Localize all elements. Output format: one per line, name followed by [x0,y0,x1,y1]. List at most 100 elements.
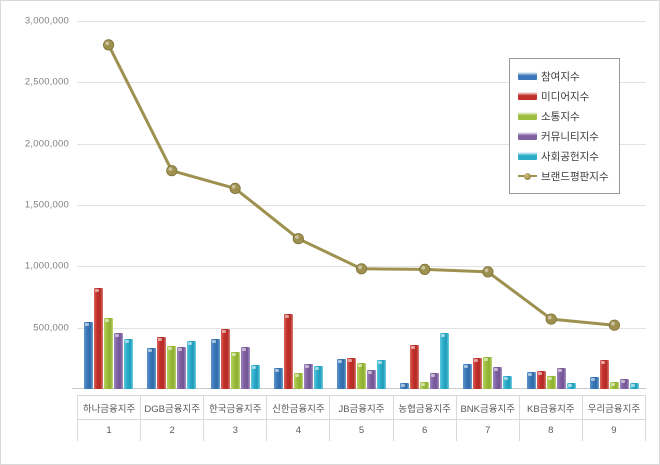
x-axis-rank-label: 5 [358,425,365,436]
bar [293,373,303,389]
bar-group [456,21,519,389]
bar-group [140,21,203,389]
bar-group [330,21,393,389]
bar [493,366,503,389]
bar [240,346,250,389]
bar [210,339,220,389]
bar-group [393,21,456,389]
x-axis-category-table: 하나금융지주 1 DGB금융지주 2 한국금융지주 3 신한금융지주 4 JB금융지주 5 농협금융… [77,395,646,441]
bar [114,333,124,389]
x-axis-category-cell: 신한금융지주 4 [267,396,331,441]
bar [503,376,513,389]
bar [273,368,283,389]
x-axis-category-label: KB금융지주 [519,396,582,420]
bar [430,373,440,389]
bar [303,364,313,389]
legend-line-marker-icon [518,172,537,180]
x-axis-category-label: 한국금융지주 [204,396,267,420]
y-axis-zero-tick [72,388,77,389]
x-axis-category-label: 농협금융지주 [393,396,456,420]
bar [104,317,114,389]
bar-group [520,21,583,389]
bar [463,364,473,389]
legend-item[interactable]: 소통지수 [518,106,609,126]
x-axis-category-cell: BNK금융지주 7 [456,396,520,441]
y-axis-tick-label: 500,000 [33,322,69,334]
legend-item[interactable]: 미디어지수 [518,86,609,106]
x-axis-category-cell: 하나금융지주 1 [77,396,142,441]
bar-group [267,21,330,389]
bar [546,375,556,389]
bar [313,365,323,389]
bar [230,352,240,389]
legend-item[interactable]: 참여지수 [518,66,609,86]
bar-group [77,21,140,389]
bar [420,382,430,389]
x-axis-rank-label: 4 [295,425,302,436]
x-axis-category-cell: 한국금융지주 3 [204,396,268,441]
legend-color-swatch [518,72,537,80]
bar [167,346,177,389]
bar [473,357,483,389]
x-axis-rank-label: 1 [106,425,112,436]
x-axis-rank-label: 3 [232,425,238,436]
legend-item-label: 소통지수 [541,110,580,123]
legend-item[interactable]: 브랜드평판지수 [518,166,609,186]
bar [589,377,599,389]
y-axis-tick-label: 3,000,000 [24,15,69,27]
bar [556,368,566,389]
y-axis-tick-label: 2,000,000 [24,138,69,150]
bar [84,322,94,389]
bar [336,358,346,389]
bar [220,328,230,389]
bar [526,371,536,389]
y-axis-tick-label: 1,000,000 [24,260,69,272]
x-axis-category-cell: DGB금융지주 2 [141,396,205,441]
legend-item-label: 참여지수 [541,70,580,83]
bar [536,370,546,389]
legend-color-swatch [518,92,537,100]
bar [629,383,639,389]
legend-item-label: 브랜드평판지수 [541,170,609,183]
bar [376,359,386,389]
x-axis-category-label: JB금융지주 [330,396,393,420]
gridline [77,21,646,22]
x-axis-rank-label: 2 [169,425,175,436]
bar-group [203,21,266,389]
bar [94,288,104,389]
x-axis-rank-label: 8 [548,425,554,436]
y-axis-tick-label: 2,500,000 [24,76,69,88]
legend-color-swatch [518,132,537,140]
bar-series-layer [77,21,646,389]
bar [250,365,260,389]
x-axis-category-label: DGB금융지주 [141,396,204,420]
x-axis-category-cell: KB금융지주 8 [519,396,583,441]
bar-group [583,21,646,389]
legend-color-swatch [518,152,537,160]
x-axis-category-cell: 농협금융지주 6 [393,396,457,441]
x-axis-category-cell: 우리금융지주 9 [582,396,646,441]
bar [566,382,576,389]
bar [619,378,629,389]
gridline [77,327,646,329]
legend-item[interactable]: 사회공헌지수 [518,146,609,166]
legend-item-label: 사회공헌지수 [541,150,599,163]
bar [157,336,167,389]
bar [124,339,134,389]
x-axis-rank-label: 9 [611,425,617,436]
x-axis-category-label: 우리금융지주 [582,396,645,420]
bar [283,314,293,389]
bar [366,370,376,389]
legend-item[interactable]: 커뮤니티지수 [518,126,609,146]
bar [346,358,356,389]
x-axis-category-cell: JB금융지주 5 [330,396,394,441]
bar [410,345,420,389]
x-axis-category-label: 하나금융지주 [78,396,141,420]
bar [440,333,450,389]
bar [400,383,410,389]
bar [483,357,493,389]
bar [187,340,197,389]
bar [177,347,187,389]
